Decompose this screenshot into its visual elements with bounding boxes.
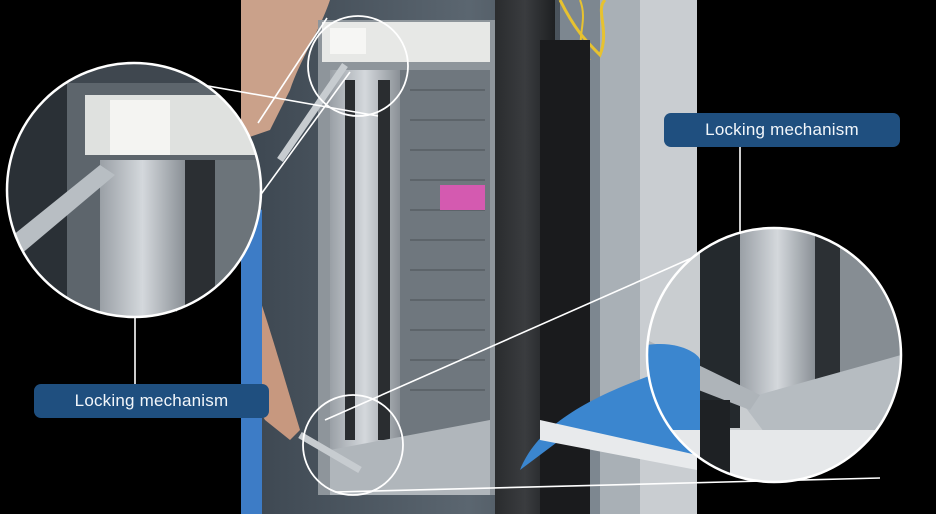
focus-circle-top: [307, 15, 409, 117]
focus-circle-bottom: [302, 394, 404, 496]
locking-mechanism-callout-top-right: Locking mechanism: [664, 113, 900, 147]
locking-mechanism-callout-bottom-left: Locking mechanism: [34, 384, 269, 418]
magnified-inset-bottom-right: [645, 226, 903, 484]
photo-area: [241, 0, 697, 514]
magnified-inset-top-left: [5, 61, 263, 319]
